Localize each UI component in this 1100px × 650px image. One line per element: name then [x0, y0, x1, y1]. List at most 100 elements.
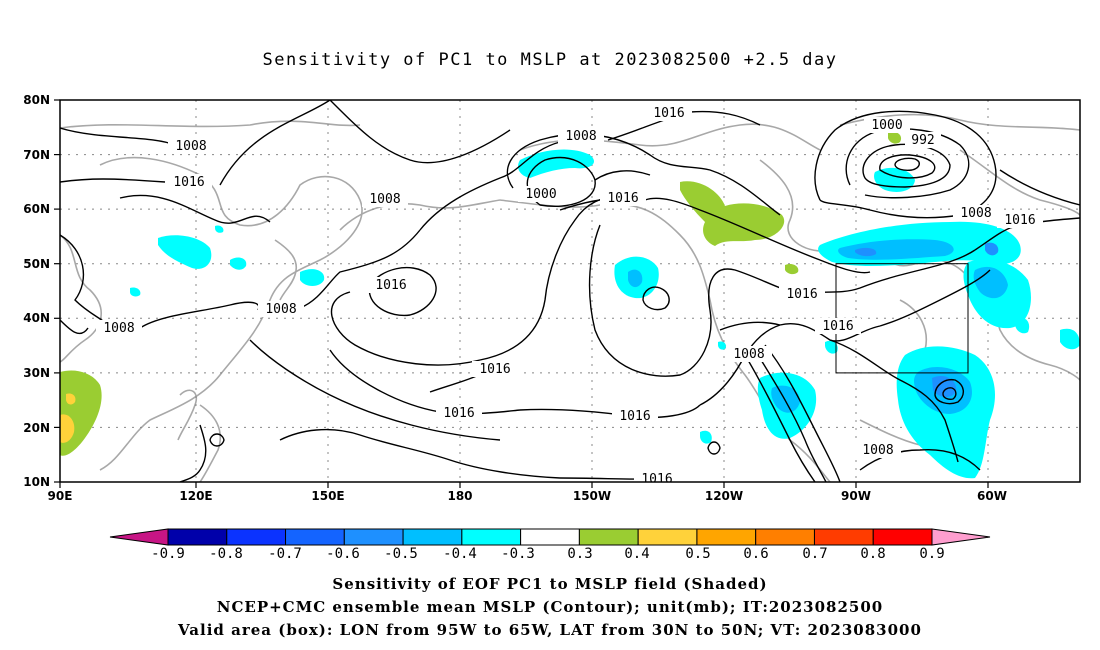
colorbar-labels: -0.9 -0.8 -0.7 -0.6 -0.5 -0.4 -0.3 0.3 0…: [151, 546, 945, 562]
lon-label-120w: 120W: [705, 489, 743, 503]
colorbar-box: [755, 528, 815, 546]
colorbar-label-p08: 0.8: [860, 546, 885, 562]
contour-label-1016-bottom: 1016: [641, 472, 672, 487]
lat-label-40n: 40N: [23, 311, 50, 325]
longitude-labels: 90E 120E 150E 180 150W 120W 90W 60W: [48, 489, 1007, 503]
contour-label-1016-top: 1016: [653, 106, 684, 121]
contour-label-1008-india: 1008: [103, 321, 134, 336]
caption-shading: Sensitivity of EOF PC1 to MSLP field (Sh…: [332, 575, 768, 593]
sensitivity-shading: [60, 131, 1080, 479]
colorbar-label-n04: -0.4: [443, 546, 477, 562]
shade-neg-small1: [700, 430, 712, 444]
shade-neg-caribbean-core2: [932, 375, 957, 398]
lon-label-120e: 120E: [179, 489, 212, 503]
shade-neg-atlantic-east: [1060, 328, 1080, 350]
shade-neg-small2: [825, 340, 838, 354]
lon-label-150e: 150E: [311, 489, 344, 503]
shade-neg-aleutian: [518, 149, 595, 178]
colorbar-label-n08: -0.8: [209, 546, 243, 562]
shade-neg-newfoundland-core: [973, 266, 1008, 299]
contour-label-1016-na1: 1016: [786, 287, 817, 302]
colorbar-boxes: [167, 528, 933, 546]
contour-label-1016-nwpac: 1016: [375, 278, 406, 293]
shade-strong-india: [60, 414, 75, 443]
lon-label-90w: 90W: [841, 489, 871, 503]
shade-neg-arctic: [874, 167, 915, 192]
shade-positive-india2: [66, 393, 76, 405]
contour-label-1008-atlantic: 1008: [960, 206, 991, 221]
contour-label-1016-lower: 1016: [443, 406, 474, 421]
shade-neg-asia2: [230, 257, 247, 270]
contour-label-1000-aleutian: 1000: [525, 187, 556, 202]
shade-neg-asia5: [215, 225, 224, 233]
colorbar-box: [696, 528, 757, 546]
colorbar-box: [637, 528, 698, 546]
colorbar: [109, 528, 991, 546]
colorbar-label-n06: -0.6: [326, 546, 360, 562]
contour-label-1016-left: 1016: [173, 175, 204, 190]
lat-label-20n: 20N: [23, 421, 50, 435]
colorbar-label-n03: -0.3: [501, 546, 535, 562]
caption-contour: NCEP+CMC ensemble mean MSLP (Contour); u…: [216, 598, 884, 616]
lat-label-80n: 80N: [23, 93, 50, 107]
colorbar-low-end: [109, 528, 169, 546]
shade-neg-newfoundland-core2: [985, 242, 999, 256]
colorbar-label-n07: -0.7: [268, 546, 302, 562]
shade-neg-asia4: [130, 287, 141, 297]
lat-label-70n: 70N: [23, 148, 50, 162]
lat-label-50n: 50N: [23, 257, 50, 271]
colorbar-box: [343, 528, 404, 546]
axis-ticks: [54, 99, 989, 488]
map-title: Sensitivity of PC1 to MSLP at 2023082500…: [262, 50, 838, 70]
colorbar-box: [461, 528, 522, 546]
lon-label-180: 180: [447, 489, 472, 503]
latitude-labels: 80N 70N 60N 50N 40N 30N 20N 10N: [23, 93, 50, 489]
shade-neg-asia1: [158, 235, 212, 269]
contour-label-1008-nwpac: 1008: [369, 192, 400, 207]
colorbar-label-p04: 0.4: [624, 546, 649, 562]
colorbar-box: [226, 528, 287, 546]
lat-label-30n: 30N: [23, 366, 50, 380]
contour-label-1016-na2: 1016: [822, 319, 853, 334]
contour-label-1016-mid: 1016: [607, 191, 638, 206]
colorbar-label-n05: -0.5: [384, 546, 418, 562]
shade-neg-small3: [718, 341, 726, 350]
contour-label-1016-pac: 1016: [479, 362, 510, 377]
colorbar-label-p05: 0.5: [685, 546, 710, 562]
contour-label-1008-mexico: 1008: [733, 347, 764, 362]
shade-neg-atlantic-east2: [1015, 317, 1030, 334]
shade-neg-mexico-core: [771, 385, 800, 413]
colorbar-label-p06: 0.6: [743, 546, 768, 562]
contour-label-1000-low: 1000: [871, 118, 902, 133]
colorbar-box: [167, 528, 228, 546]
contour-label-1008-upper: 1008: [565, 129, 596, 144]
shade-neg-gulf-alaska-core: [628, 269, 643, 288]
colorbar-box: [285, 528, 345, 546]
mslp-contours: [60, 100, 1080, 482]
lon-label-150w: 150W: [573, 489, 611, 503]
shade-positive-canada2: [785, 263, 799, 275]
contour-labels: 1016 1008 1000 1016 1008 1016 1008 1016 …: [96, 105, 1043, 487]
colorbar-label-n09: -0.9: [151, 546, 185, 562]
colorbar-box: [872, 528, 933, 546]
shade-positive-canada: [680, 181, 785, 246]
shade-positive-india: [60, 370, 102, 456]
colorbar-box: [402, 528, 463, 546]
contour-label-1008-sea: 1008: [265, 302, 296, 317]
colorbar-label-p03: 0.3: [567, 546, 592, 562]
contour-label-1016-atlantic: 1016: [1004, 213, 1035, 228]
colorbar-label-p07: 0.7: [802, 546, 827, 562]
map-frame: [59, 99, 1081, 483]
lon-label-60w: 60W: [977, 489, 1007, 503]
lat-label-60n: 60N: [23, 202, 50, 216]
shade-positive-arctic: [888, 131, 902, 144]
colorbar-high-end: [931, 528, 991, 546]
lon-label-90e: 90E: [48, 489, 73, 503]
contour-label-992-low: 992: [911, 133, 934, 148]
colorbar-label-p09: 0.9: [919, 546, 944, 562]
caption-valid-area: Valid area (box): LON from 95W to 65W, L…: [178, 621, 922, 639]
contour-label-1016-se: 1016: [619, 409, 650, 424]
lat-label-10n: 10N: [23, 475, 50, 489]
shade-neg-asia3: [300, 269, 325, 286]
